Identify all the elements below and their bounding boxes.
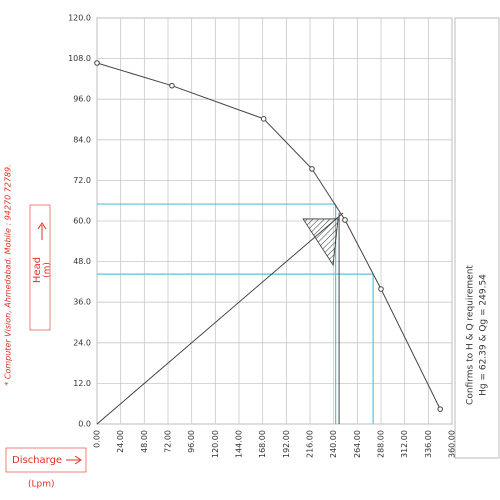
y-tick-label: 36.0	[73, 298, 91, 307]
x-unit: (Lpm)	[28, 480, 55, 490]
x-tick-label: 264.00	[353, 430, 362, 458]
y-tick-label: 96.0	[73, 95, 91, 104]
x-tick-label: 192.00	[282, 430, 291, 458]
x-tick-label: 312.00	[400, 430, 409, 458]
y-label-box	[29, 204, 51, 331]
x-tick-label: 336.00	[424, 430, 433, 458]
x-tick-label: 120.00	[211, 430, 220, 458]
note-title: Confirms to H & Q requirement	[466, 265, 476, 405]
point	[437, 406, 443, 412]
point	[94, 60, 100, 66]
x-tick-label: 216.00	[306, 430, 315, 458]
y-tick-label: 12.0	[73, 379, 91, 388]
x-label: Discharge	[12, 455, 62, 466]
pump-curve	[96, 62, 441, 410]
y-label: Head	[32, 257, 43, 283]
note-box	[454, 17, 500, 459]
y-tick-label: 108.0	[68, 54, 91, 63]
x-tick-label: 72.00	[164, 430, 173, 453]
y-tick-label: 120.0	[68, 14, 91, 23]
y-tick-label: 24.0	[73, 338, 91, 347]
x-tick-label: 48.00	[140, 430, 149, 453]
y-tick-label: 48.0	[73, 257, 91, 266]
point	[378, 286, 384, 292]
x-tick-label: 144.00	[235, 430, 244, 458]
hatch-triangle	[302, 218, 339, 267]
x-tick-label: 240.00	[329, 430, 338, 458]
x-tick-label: 288.00	[377, 430, 386, 458]
x-tick-label: 96.00	[187, 430, 196, 453]
y-tick-label: 84.0	[73, 135, 91, 144]
y-tick-label: 60.0	[73, 217, 91, 226]
x-tick-label: 0.00	[93, 430, 102, 448]
x-arrow	[66, 455, 82, 465]
x-tick-label: 168.00	[258, 430, 267, 458]
x-tick-label: 24.00	[116, 430, 125, 453]
system-line	[96, 212, 344, 425]
y-arrow	[37, 222, 47, 240]
x-tick-label: 360.00	[448, 430, 457, 458]
y-tick-label: 72.0	[73, 176, 91, 185]
point	[342, 217, 348, 223]
credit: * Computer Vision, Ahmedabad. Mobile : 9…	[4, 164, 13, 385]
x-label-box	[5, 447, 87, 473]
note-value: Hg = 62.39 & Qg = 249.54	[479, 274, 489, 396]
y-unit: (m)	[43, 262, 53, 278]
point	[260, 116, 267, 122]
point	[309, 166, 315, 172]
y-tick-label: 0.0	[78, 420, 91, 429]
point	[169, 82, 175, 89]
